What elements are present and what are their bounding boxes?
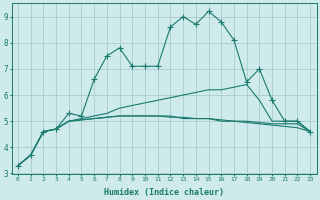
X-axis label: Humidex (Indice chaleur): Humidex (Indice chaleur) [104,188,224,197]
